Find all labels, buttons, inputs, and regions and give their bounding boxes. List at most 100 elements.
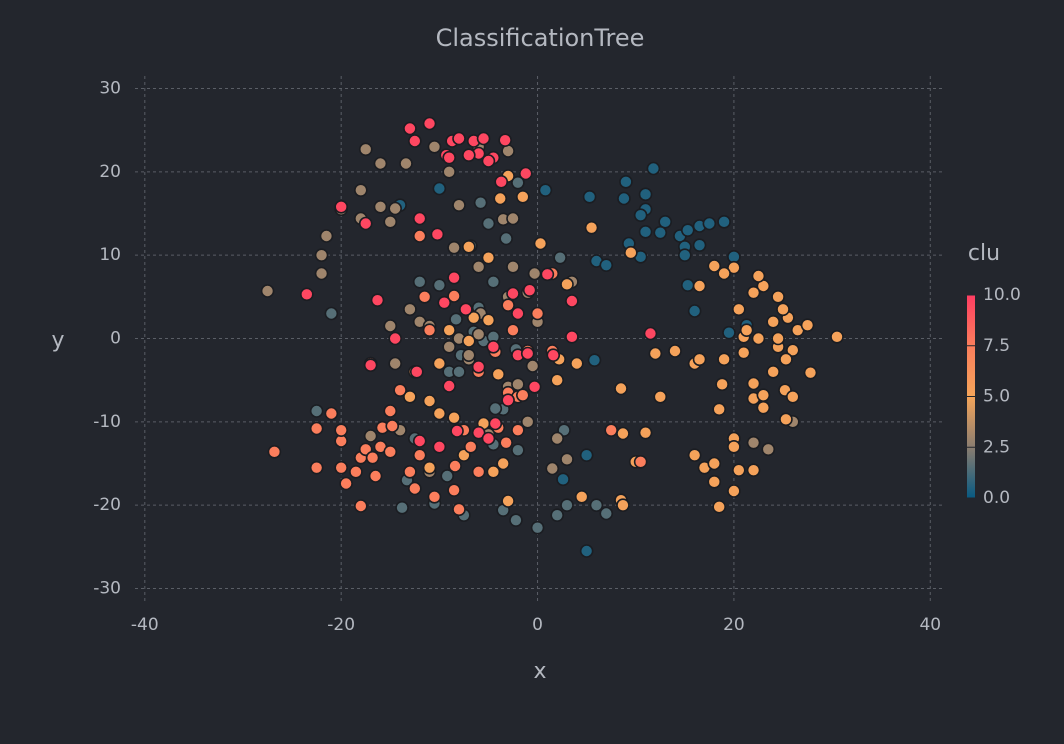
data-point (412, 448, 427, 462)
data-point (776, 302, 790, 317)
data-point (442, 340, 456, 354)
data-point (540, 267, 555, 282)
data-point (324, 306, 339, 321)
data-point (565, 330, 579, 344)
data-point (722, 325, 736, 340)
data-point (800, 318, 815, 332)
data-point (506, 260, 520, 274)
data-point (707, 456, 722, 471)
data-point (633, 455, 648, 469)
data-point (732, 302, 746, 317)
colorbar-tick-label: 0.0 (983, 488, 1010, 508)
data-point (727, 484, 741, 498)
data-point (385, 419, 400, 433)
data-point (599, 506, 614, 521)
data-point (373, 156, 388, 171)
data-point (499, 231, 513, 246)
data-point (383, 319, 398, 333)
data-point (395, 500, 409, 515)
data-point (518, 166, 533, 181)
data-point (368, 469, 383, 483)
data-point (422, 460, 437, 475)
data-point (553, 250, 567, 265)
data-point (527, 266, 542, 281)
data-point (260, 284, 275, 298)
data-point (471, 327, 486, 342)
data-point (324, 406, 339, 421)
data-point (408, 481, 422, 496)
data-point (412, 434, 427, 448)
data-point (624, 245, 638, 260)
data-point (452, 365, 466, 379)
data-point (680, 223, 695, 237)
data-point (506, 286, 520, 301)
data-point (481, 154, 496, 168)
data-point (267, 445, 282, 459)
data-point (516, 190, 530, 204)
data-point (736, 345, 751, 360)
data-point (339, 476, 353, 491)
data-point (779, 352, 793, 367)
data-point (447, 270, 461, 285)
data-point (525, 359, 540, 373)
data-point (702, 216, 717, 231)
data-point (638, 425, 653, 440)
data-point (481, 313, 496, 327)
data-point (442, 165, 456, 179)
data-point (309, 404, 324, 418)
data-point (604, 423, 618, 437)
data-point (334, 200, 348, 214)
data-point (494, 175, 509, 189)
data-point (412, 211, 427, 226)
data-point (560, 277, 574, 292)
data-point (614, 381, 628, 396)
data-point (452, 502, 466, 517)
x-tick-label: 0 (532, 615, 543, 635)
data-point (692, 238, 707, 252)
data-point (488, 416, 503, 431)
data-point (680, 278, 695, 292)
data-point (522, 283, 537, 297)
data-point (300, 287, 314, 302)
data-point (556, 472, 570, 487)
data-point (599, 258, 614, 272)
data-point (462, 240, 476, 254)
data-point (501, 298, 515, 312)
colorbar-tick-label: 10.0 (983, 285, 1021, 305)
data-point (638, 187, 653, 202)
data-point (459, 302, 473, 317)
data-point (533, 236, 548, 251)
data-point (427, 140, 442, 154)
data-point (579, 544, 594, 558)
data-point (779, 412, 793, 427)
data-point (646, 161, 661, 176)
data-point (717, 352, 731, 367)
data-point (399, 156, 413, 171)
data-point (658, 215, 672, 229)
data-point (511, 423, 525, 437)
data-point (452, 131, 466, 146)
points (260, 116, 844, 558)
data-point (530, 306, 545, 321)
data-point (388, 331, 402, 346)
data-point (584, 220, 599, 235)
data-point (354, 183, 368, 197)
data-point (550, 373, 564, 387)
data-point (678, 248, 692, 262)
data-point (501, 393, 515, 407)
data-point (570, 356, 584, 371)
data-point (643, 326, 658, 341)
data-point (538, 183, 553, 197)
data-point (471, 425, 486, 440)
data-point (450, 424, 464, 438)
colorbar-tick-label: 7.5 (983, 336, 1010, 356)
data-point (501, 494, 515, 508)
y-axis-title: y (51, 328, 64, 353)
data-point (560, 452, 574, 467)
data-point (412, 229, 427, 243)
data-point (687, 304, 702, 318)
data-point (511, 306, 525, 321)
data-point (545, 461, 560, 476)
data-point (516, 388, 530, 402)
